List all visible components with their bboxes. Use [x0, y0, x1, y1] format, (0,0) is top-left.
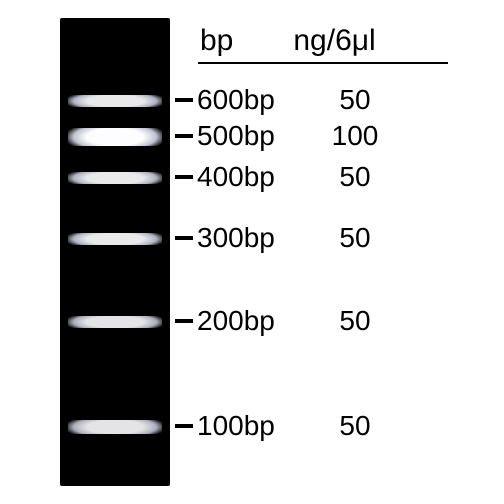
ng-label: 50 — [315, 222, 395, 254]
tick-mark — [175, 236, 193, 240]
column-headers: bp ng/6μl — [200, 24, 376, 58]
gel-band — [68, 420, 162, 434]
bp-label: 200bp — [197, 305, 315, 337]
bp-label: 400bp — [197, 161, 315, 193]
tick-mark — [175, 175, 193, 179]
gel-lane — [60, 18, 170, 486]
bp-label: 500bp — [197, 120, 315, 152]
gel-band — [68, 316, 162, 328]
ng-label: 50 — [315, 410, 395, 442]
bp-label: 300bp — [197, 222, 315, 254]
header-underline — [198, 62, 448, 64]
header-ng: ng/6μl — [293, 24, 375, 58]
gel-band — [68, 172, 162, 184]
gel-diagram: bp ng/6μl 600bp50500bp100400bp50300bp502… — [0, 0, 504, 504]
ng-label: 100 — [315, 120, 395, 152]
bp-label: 100bp — [197, 410, 315, 442]
header-bp: bp — [200, 24, 233, 58]
band-label-row: 200bp50 — [175, 305, 395, 337]
gel-band — [68, 128, 162, 146]
gel-band — [68, 233, 162, 245]
band-label-row: 100bp50 — [175, 410, 395, 442]
tick-mark — [175, 424, 193, 428]
band-label-row: 600bp50 — [175, 84, 395, 116]
ng-label: 50 — [315, 84, 395, 116]
band-label-row: 500bp100 — [175, 120, 395, 152]
band-label-row: 400bp50 — [175, 161, 395, 193]
tick-mark — [175, 319, 193, 323]
ng-label: 50 — [315, 161, 395, 193]
band-label-row: 300bp50 — [175, 222, 395, 254]
gel-band — [68, 95, 162, 107]
bp-label: 600bp — [197, 84, 315, 116]
ng-label: 50 — [315, 305, 395, 337]
tick-mark — [175, 134, 193, 138]
tick-mark — [175, 98, 193, 102]
